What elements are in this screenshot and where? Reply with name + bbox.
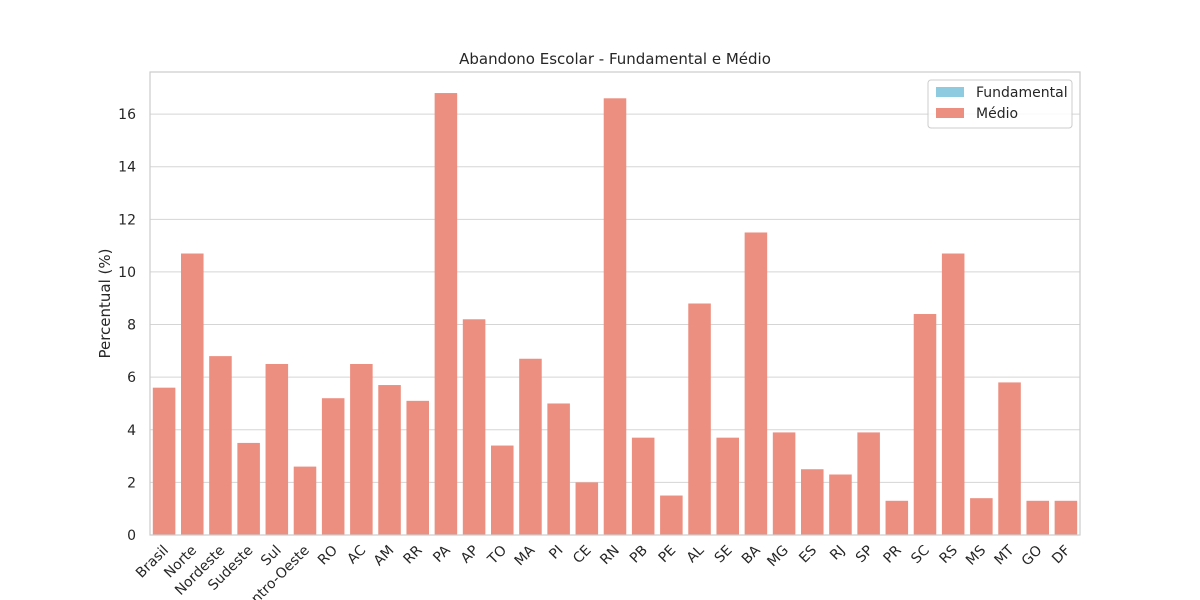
legend: Fundamental Médio: [927, 79, 1073, 129]
x-tick-label: DF: [1049, 543, 1074, 568]
y-tick-label: 0: [127, 528, 136, 544]
y-tick-label: 16: [118, 107, 136, 123]
y-tick-label: 2: [127, 475, 136, 491]
x-tick-label: AC: [344, 542, 369, 567]
x-tick-label: PI: [546, 543, 566, 563]
y-tick-label: 14: [118, 160, 136, 176]
y-tick-label: 10: [118, 265, 136, 281]
legend-swatch-medio: [936, 108, 964, 118]
bar-mdio-mg: [772, 432, 796, 535]
x-tick-label: SP: [853, 543, 877, 567]
x-tick-label: PA: [430, 542, 454, 566]
x-tick-label: BA: [739, 542, 764, 567]
legend-label-medio: Médio: [976, 106, 1018, 122]
bar-mdio-pa: [434, 93, 458, 535]
x-tick-label: CE: [570, 543, 594, 567]
y-tick-label: 4: [127, 423, 136, 439]
x-tick-label: RO: [315, 543, 341, 569]
legend-label-fundamental: Fundamental: [976, 85, 1068, 101]
bar-mdio-rn: [603, 98, 627, 535]
bar-mdio-am: [378, 385, 401, 535]
x-tick-label: MS: [963, 542, 989, 568]
x-tick-label: TO: [484, 543, 510, 569]
y-tick-label: 6: [127, 370, 136, 386]
bar-mdio-mt: [998, 382, 1021, 535]
bar-mdio-rj: [829, 474, 852, 535]
plot-frame: [149, 71, 1081, 536]
bar-mdio-sul: [265, 364, 289, 535]
x-tick-label: RR: [400, 542, 425, 567]
bar-mdio-rs: [941, 253, 965, 536]
x-tick-label: GO: [1019, 543, 1046, 570]
bar-mdio-sudeste: [237, 442, 260, 535]
x-tick-label: RN: [597, 543, 623, 569]
bar-mdio-to: [491, 445, 514, 535]
bar-mdio-ce: [575, 482, 599, 535]
bar-mdio-ro: [321, 398, 345, 535]
bar-mdio-al: [688, 303, 711, 535]
x-tick-label: AL: [684, 542, 708, 566]
x-tick-label: SE: [712, 543, 736, 567]
bar-mdio-rr: [406, 400, 429, 535]
bar-mdio-se: [716, 437, 739, 535]
x-tick-label: AM: [371, 543, 398, 570]
bar-mdio-pi: [547, 403, 570, 535]
x-tick-label: PR: [880, 542, 904, 566]
bar-mdio-pe: [660, 495, 683, 535]
bar-mdio-pb: [631, 437, 655, 535]
x-tick-label: SC: [908, 542, 933, 567]
bar-mdio-sp: [857, 432, 880, 535]
bar-mdio-es: [801, 469, 824, 535]
bars: [152, 93, 1078, 536]
bar-mdio-pr: [885, 500, 909, 535]
bar-mdio-df: [1054, 500, 1078, 535]
chart-title: Abandono Escolar - Fundamental e Médio: [459, 50, 771, 68]
bar-mdio-ap: [462, 319, 486, 535]
y-tick-labels: 0 2 4 6 8 10 12 14 16: [118, 107, 136, 544]
x-tick-label: PB: [627, 543, 651, 567]
x-tick-label: RJ: [827, 543, 848, 564]
x-tick-label: MG: [764, 543, 792, 571]
legend-swatch-fundamental: [936, 87, 964, 97]
y-tick-label: 8: [127, 318, 136, 334]
bar-mdio-ma: [519, 358, 542, 535]
bar-mdio-centro-oeste: [293, 466, 317, 535]
bar-mdio-ac: [350, 364, 373, 535]
x-tick-label: MT: [991, 542, 1017, 568]
x-tick-label: MA: [512, 542, 539, 569]
y-tick-label: 12: [118, 212, 136, 228]
bar-mdio-sc: [913, 314, 937, 535]
x-tick-label: ES: [796, 542, 820, 566]
x-tick-label: PE: [656, 543, 680, 567]
y-axis-title: Percentual (%): [96, 248, 114, 358]
bar-mdio-brasil: [152, 387, 176, 535]
x-tick-label: AP: [458, 543, 482, 567]
bar-mdio-ba: [744, 232, 768, 535]
x-tick-label: RS: [937, 542, 962, 567]
bar-mdio-go: [1026, 500, 1049, 535]
bar-mdio-norte: [181, 253, 204, 536]
bar-mdio-nordeste: [209, 356, 232, 535]
bar-mdio-ms: [970, 498, 993, 535]
